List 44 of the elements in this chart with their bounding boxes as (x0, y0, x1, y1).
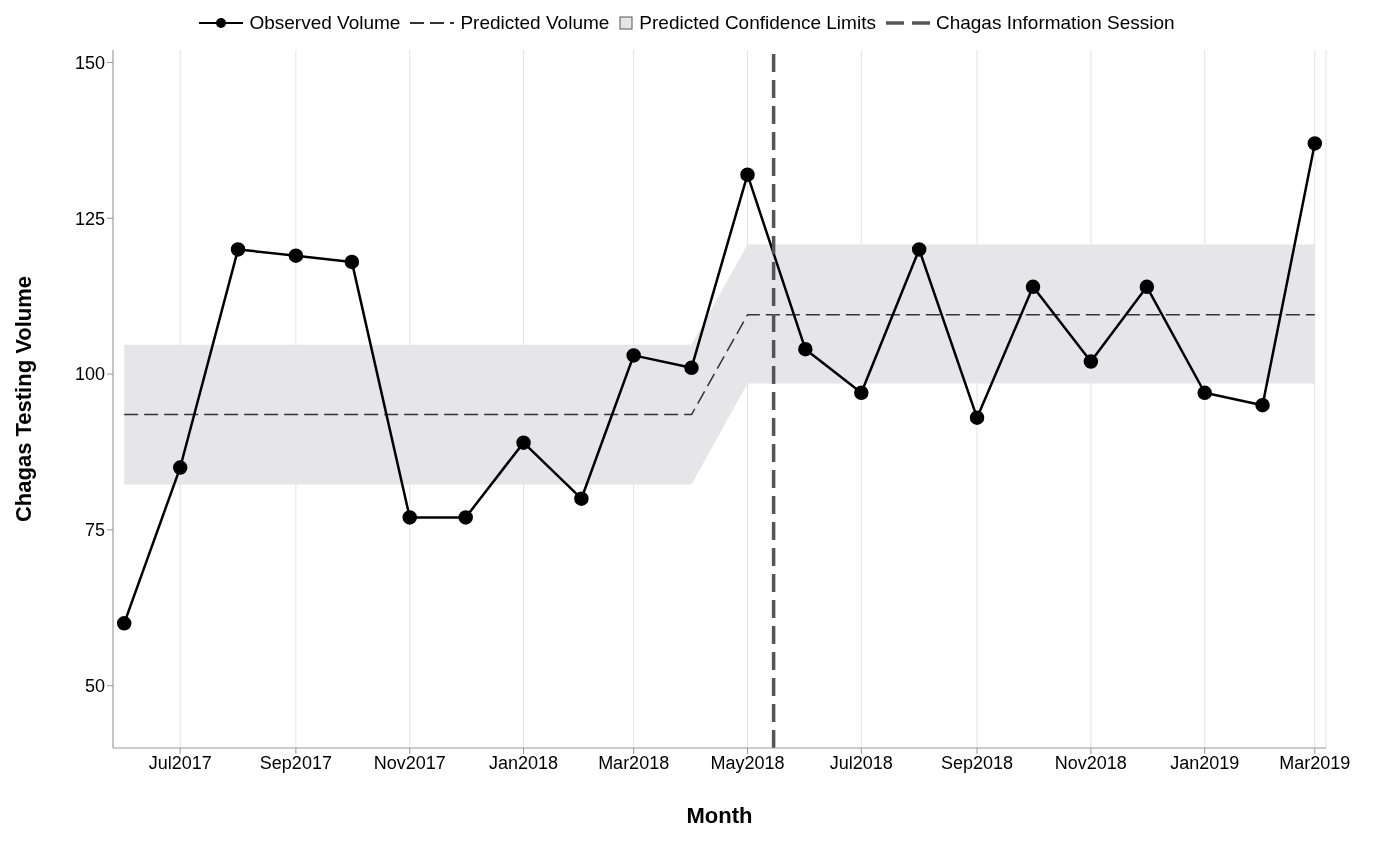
x-tick-label: Mar2018 (598, 752, 670, 773)
point (684, 360, 699, 376)
x-axis-title: Month (686, 803, 753, 828)
point (626, 348, 641, 363)
point (1025, 279, 1041, 295)
y-tick-label: 125 (74, 208, 105, 229)
point (1083, 354, 1099, 369)
legend-label: Chagas Information Session (935, 12, 1175, 34)
point (172, 460, 188, 475)
point (574, 491, 589, 506)
x-tick-label: Nov2017 (373, 752, 446, 773)
point (516, 435, 531, 450)
point (344, 254, 360, 270)
point (854, 385, 869, 401)
legend-label: Predicted Volume (460, 12, 610, 34)
y-tick-label: 75 (84, 520, 105, 541)
point (288, 248, 304, 263)
point (402, 510, 417, 525)
legend-label: Predicted Confidence Limits (639, 12, 876, 34)
point (798, 341, 813, 357)
point (1197, 385, 1212, 401)
point (740, 167, 755, 182)
x-tick-label: May2018 (710, 752, 785, 773)
point (911, 242, 927, 257)
legend-label: Observed Volume (249, 12, 401, 34)
point (458, 510, 473, 525)
x-tick-label: Jan2018 (489, 752, 559, 773)
x-tick-label: Jul2017 (148, 752, 212, 773)
point (230, 242, 246, 257)
x-tick-label: Nov2018 (1054, 752, 1127, 773)
x-tick-label: Jul2018 (829, 752, 893, 773)
y-tick-label: 100 (74, 364, 105, 385)
point (1307, 136, 1323, 151)
point (969, 410, 985, 425)
y-tick-label: 50 (84, 676, 105, 697)
x-tick-label: Jan2019 (1170, 752, 1240, 773)
point (116, 616, 132, 631)
point (1255, 397, 1270, 413)
point (1139, 279, 1155, 295)
x-tick-label: Sep2017 (259, 752, 332, 773)
y-axis-title: Chagas Testing Volume (10, 275, 36, 523)
y-tick-label: 150 (74, 52, 105, 73)
x-tick-label: Sep2018 (940, 752, 1014, 773)
x-tick-label: Mar2019 (1279, 752, 1351, 773)
